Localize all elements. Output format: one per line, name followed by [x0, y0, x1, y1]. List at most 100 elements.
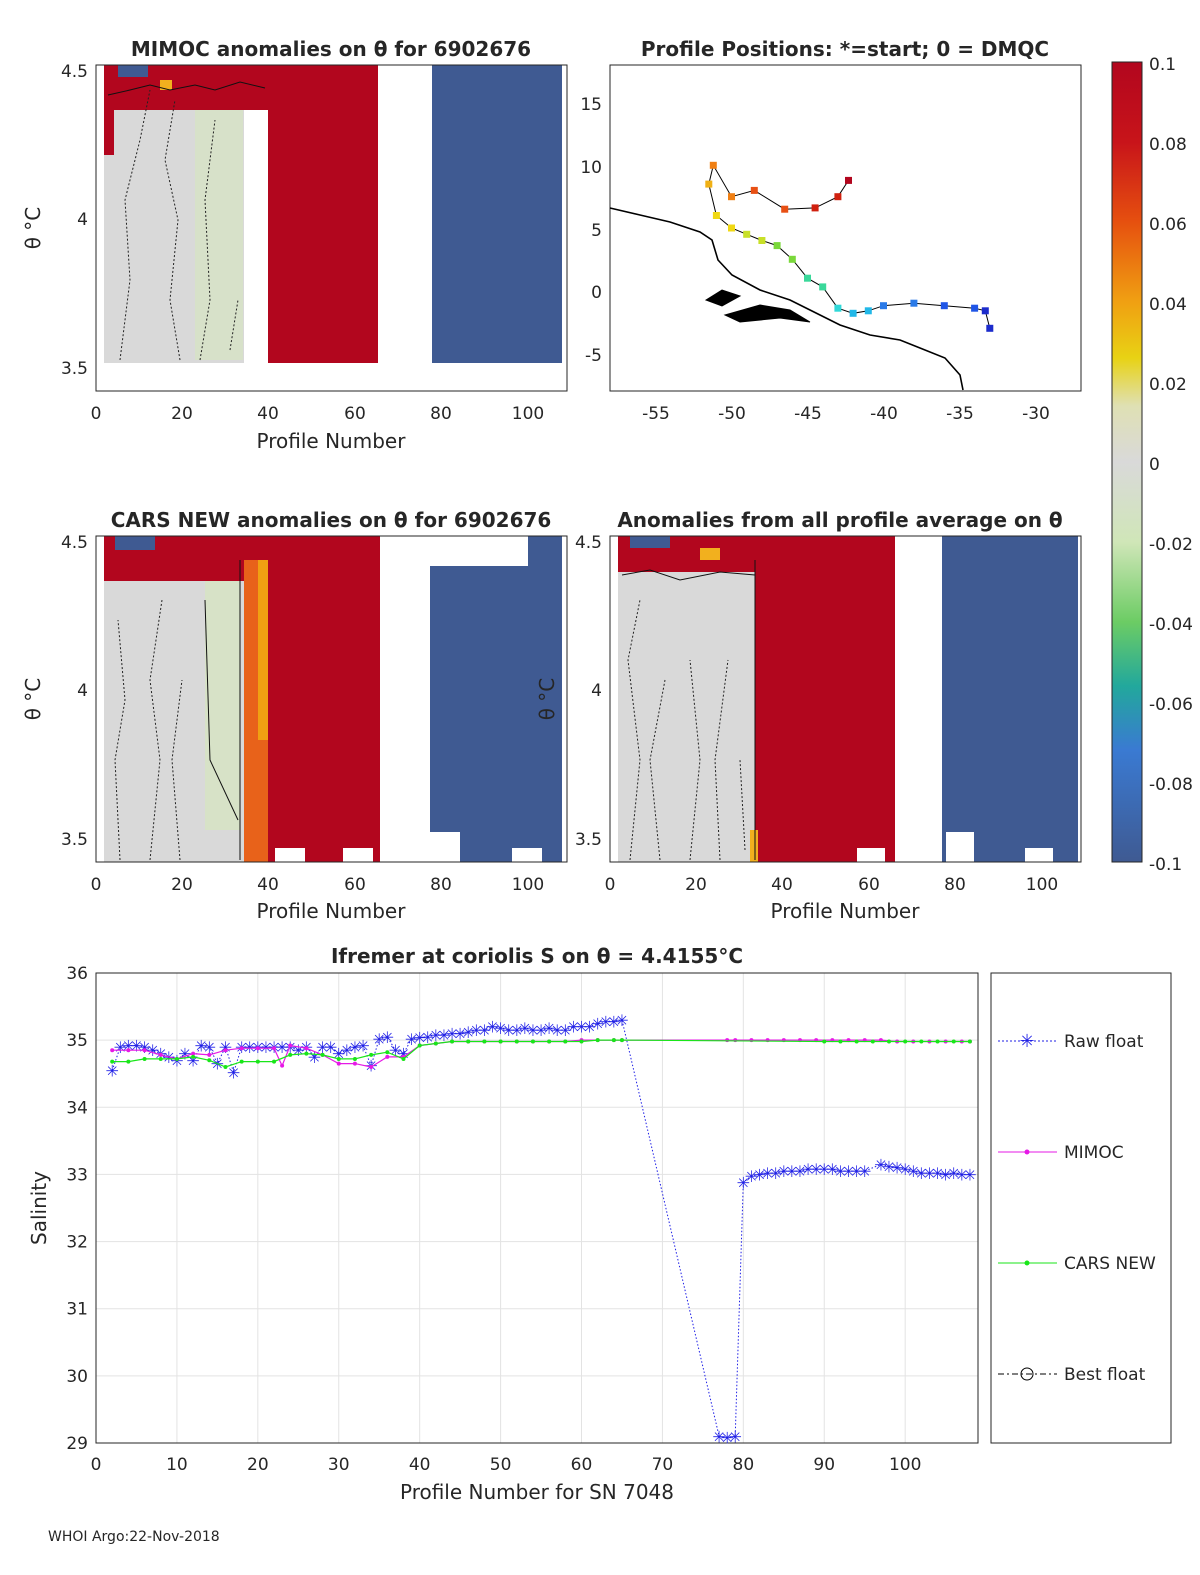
- raw-point: ✳: [259, 1038, 272, 1057]
- raw-point: ✳: [510, 1021, 523, 1040]
- data-point: [450, 1039, 455, 1044]
- raw-point: ✳: [275, 1038, 288, 1057]
- data-point: [288, 1043, 293, 1048]
- raw-point: ✳: [138, 1038, 151, 1057]
- raw-point: ✳: [761, 1164, 774, 1183]
- p3-xtick: 80: [430, 875, 452, 895]
- legend-cars-marker: [1024, 1260, 1030, 1266]
- data-point: [611, 1038, 616, 1043]
- p4-xtick: 20: [685, 875, 707, 895]
- raw-point: ✳: [583, 1018, 596, 1037]
- raw-point: ✳: [324, 1038, 337, 1057]
- panel3-axes: [95, 535, 568, 863]
- salinity-ytick: 34: [66, 1098, 88, 1118]
- raw-point: ✳: [915, 1164, 928, 1183]
- raw-point: ✳: [340, 1041, 353, 1060]
- track-point: [758, 237, 766, 244]
- raw-point: ✳: [963, 1165, 976, 1184]
- cb-tick: -0.06: [1149, 695, 1193, 715]
- salinity-xtick: 50: [490, 1455, 512, 1475]
- salinity-ytick: 36: [66, 964, 88, 984]
- raw-point: ✳: [947, 1164, 960, 1183]
- data-point: [563, 1039, 568, 1044]
- p3-ylabel: θ °C: [21, 678, 45, 721]
- p3-green-block: [205, 580, 240, 830]
- p4-ylabel: θ °C: [535, 678, 559, 721]
- legend-raw-label: Raw float: [1064, 1032, 1144, 1052]
- raw-point: ✳: [599, 1012, 612, 1031]
- data-point: [951, 1039, 956, 1044]
- salinity-ytick: 35: [66, 1031, 88, 1051]
- p1-green-block: [195, 110, 243, 360]
- p1-ylabel: θ °C: [21, 207, 45, 250]
- data-point: [336, 1056, 341, 1061]
- track-point: [981, 307, 989, 315]
- p1-blue-block: [432, 65, 562, 363]
- cb-tick: -0.08: [1149, 775, 1193, 795]
- track-point: [849, 309, 857, 317]
- legend-best-marker: [1020, 1367, 1034, 1381]
- data-point: [401, 1056, 406, 1061]
- track-point: [845, 176, 852, 184]
- panel4-xticks: 0 20 40 60 80 100: [605, 875, 1059, 895]
- data-point: [223, 1048, 228, 1053]
- p1-ytick: 4.5: [61, 62, 88, 82]
- raw-point: ✳: [769, 1164, 782, 1183]
- p1-left-red: [104, 110, 114, 155]
- data-point: [725, 1038, 730, 1043]
- cb-tick: -0.1: [1149, 855, 1182, 875]
- p1-top-orange: [160, 80, 172, 90]
- data-point: [191, 1051, 196, 1056]
- p4-ytick: 4: [591, 681, 602, 701]
- data-point: [320, 1052, 325, 1057]
- p3-xtick: 20: [171, 875, 193, 895]
- raw-point: ✳: [203, 1038, 216, 1057]
- p1-xtick: 40: [257, 404, 279, 424]
- raw-point: ✳: [785, 1162, 798, 1181]
- track-point: [864, 307, 872, 315]
- raw-point: ✳: [809, 1160, 822, 1179]
- p1-xtick: 0: [91, 404, 102, 424]
- p4-contour: [621, 560, 756, 860]
- data-point: [595, 1038, 600, 1043]
- p1-xtick: 100: [512, 404, 544, 424]
- salinity-xtick: 80: [733, 1455, 755, 1475]
- data-point: [207, 1052, 212, 1057]
- raw-point: ✳: [542, 1019, 555, 1038]
- data-point: [110, 1059, 115, 1064]
- p3-xlabel: Profile Number: [257, 899, 407, 923]
- data-point: [239, 1046, 244, 1051]
- legend-cars: CARS NEW: [998, 1254, 1156, 1274]
- raw-point: ✳: [526, 1021, 539, 1040]
- salinity-xtick: 40: [409, 1455, 431, 1475]
- data-point: [498, 1039, 503, 1044]
- data-point: [158, 1056, 163, 1061]
- raw-point: ✳: [348, 1038, 361, 1057]
- raw-point: ✳: [194, 1037, 207, 1056]
- data-point: [272, 1059, 277, 1064]
- raw-point: ✳: [405, 1030, 418, 1049]
- raw-point: ✳: [389, 1041, 402, 1060]
- track-point: [834, 304, 842, 312]
- panel4-heatmap: [618, 536, 1078, 862]
- data-point: [126, 1048, 131, 1053]
- p3-xtick: 40: [257, 875, 279, 895]
- p4-xtick: 100: [1026, 875, 1058, 895]
- data-point: [272, 1046, 277, 1051]
- panel2-yticks: 15 10 5 0 -5: [580, 95, 602, 366]
- legend-best: Best float: [998, 1365, 1146, 1385]
- panel-cars: CARS NEW anomalies on θ for 6902676 0 20…: [21, 508, 568, 923]
- raw-point: ✳: [591, 1014, 604, 1033]
- p4-contours-dotted: [627, 599, 746, 861]
- legend-best-label: Best float: [1064, 1365, 1146, 1385]
- raw-point: ✳: [931, 1164, 944, 1183]
- salinity-axes: [95, 972, 979, 1444]
- p4-yellow-sliver: [750, 830, 758, 862]
- p2-xtick: -35: [946, 404, 974, 424]
- data-point: [619, 1038, 624, 1043]
- cb-tick: 0.06: [1149, 215, 1187, 235]
- data-point: [239, 1059, 244, 1064]
- raw-point: ✳: [834, 1162, 847, 1181]
- data-point: [385, 1050, 390, 1055]
- raw-point: ✳: [729, 1427, 742, 1446]
